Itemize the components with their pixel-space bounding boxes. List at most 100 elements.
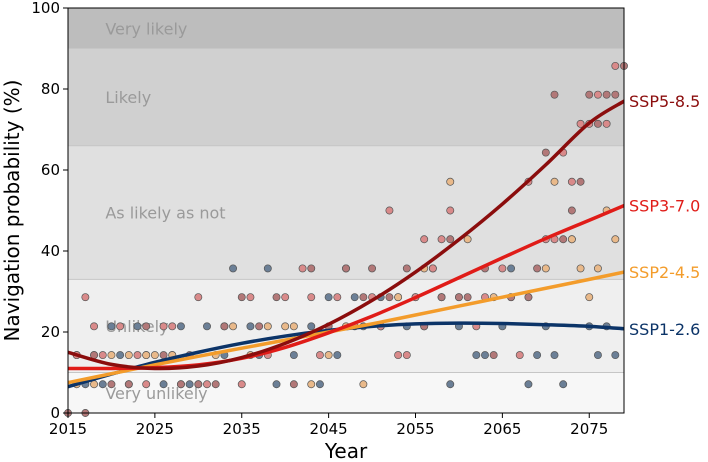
point-ssp3-7-0 xyxy=(203,380,211,389)
point-ssp3-7-0 xyxy=(602,119,611,128)
y-tick-label-0: 0 xyxy=(50,404,60,422)
point-ssp5-8-5 xyxy=(220,322,229,331)
point-ssp2-4-5 xyxy=(281,322,290,331)
point-ssp1-2-6 xyxy=(272,380,281,389)
x-tick-label-2055: 2055 xyxy=(396,420,434,438)
point-ssp1-2-6 xyxy=(611,351,620,360)
point-ssp1-2-6 xyxy=(107,322,116,331)
point-ssp1-2-6 xyxy=(176,322,185,331)
point-ssp3-7-0 xyxy=(593,90,602,99)
point-ssp2-4-5 xyxy=(550,177,559,186)
point-ssp5-8-5 xyxy=(272,293,281,302)
curve-ssp2-4-5 xyxy=(68,270,624,385)
y-tick-label-60: 60 xyxy=(41,161,60,179)
x-axis-label: Year xyxy=(324,439,368,462)
point-ssp5-8-5 xyxy=(342,264,350,273)
point-ssp2-4-5 xyxy=(585,293,594,302)
point-ssp3-7-0 xyxy=(281,293,290,302)
curve-ssp5-8-5 xyxy=(68,99,624,371)
point-ssp3-7-0 xyxy=(133,351,142,360)
point-ssp3-7-0 xyxy=(194,293,203,302)
point-ssp1-2-6 xyxy=(159,380,168,389)
x-tick-label-2015: 2015 xyxy=(49,420,87,438)
point-ssp2-4-5 xyxy=(541,264,550,273)
point-ssp2-4-5 xyxy=(307,380,316,389)
point-ssp5-8-5 xyxy=(576,177,585,186)
point-ssp5-8-5 xyxy=(176,380,185,389)
x-tick-label-2045: 2045 xyxy=(310,420,348,438)
point-ssp1-2-6 xyxy=(229,264,238,273)
point-ssp3-7-0 xyxy=(237,380,246,389)
point-ssp2-4-5 xyxy=(593,264,602,273)
point-ssp3-7-0 xyxy=(567,177,576,186)
point-ssp3-7-0 xyxy=(498,264,507,273)
point-ssp3-7-0 xyxy=(298,264,307,273)
point-ssp2-4-5 xyxy=(463,235,472,244)
point-ssp5-8-5 xyxy=(463,293,472,302)
point-ssp3-7-0 xyxy=(437,235,446,244)
point-ssp1-2-6 xyxy=(116,351,125,360)
point-ssp1-2-6 xyxy=(246,322,255,331)
point-ssp3-7-0 xyxy=(116,322,125,331)
point-ssp3-7-0 xyxy=(446,206,455,215)
point-ssp1-2-6 xyxy=(472,351,481,360)
point-ssp3-7-0 xyxy=(168,322,177,331)
series-label-ssp5-8-5: SSP5-8.5 xyxy=(629,92,700,111)
point-ssp2-4-5 xyxy=(576,264,585,273)
point-ssp5-8-5 xyxy=(446,235,455,244)
point-ssp5-8-5 xyxy=(454,293,463,302)
point-ssp1-2-6 xyxy=(324,293,333,302)
band-label-very-unlikely: Very unlikely xyxy=(105,384,207,403)
point-ssp1-2-6 xyxy=(203,322,211,331)
point-ssp5-8-5 xyxy=(124,380,133,389)
point-ssp1-2-6 xyxy=(481,351,489,360)
point-ssp3-7-0 xyxy=(420,235,429,244)
point-ssp1-2-6 xyxy=(185,380,194,389)
point-ssp2-4-5 xyxy=(150,351,159,360)
point-ssp1-2-6 xyxy=(446,380,455,389)
point-ssp2-4-5 xyxy=(567,235,576,244)
point-ssp3-7-0 xyxy=(246,293,255,302)
point-ssp1-2-6 xyxy=(507,264,516,273)
y-tick-label-100: 100 xyxy=(31,0,60,17)
point-ssp1-2-6 xyxy=(550,351,559,360)
x-tick-label-2065: 2065 xyxy=(483,420,521,438)
point-ssp2-4-5 xyxy=(107,351,116,360)
point-ssp2-4-5 xyxy=(324,351,333,360)
point-ssp5-8-5 xyxy=(307,264,316,273)
point-ssp3-7-0 xyxy=(333,293,342,302)
band-very-likely xyxy=(68,8,624,49)
point-ssp5-8-5 xyxy=(255,322,264,331)
band-very-unlikely xyxy=(68,372,624,413)
y-axis-label: Navigation probability (%) xyxy=(0,80,24,342)
series-label-ssp1-2-6: SSP1-2.6 xyxy=(629,320,700,339)
point-ssp5-8-5 xyxy=(524,293,533,302)
point-ssp1-2-6 xyxy=(307,322,316,331)
point-ssp5-8-5 xyxy=(550,90,559,99)
point-ssp3-7-0 xyxy=(90,322,99,331)
point-ssp5-8-5 xyxy=(402,264,411,273)
point-ssp3-7-0 xyxy=(385,206,394,215)
point-ssp5-8-5 xyxy=(237,293,246,302)
point-ssp2-4-5 xyxy=(359,380,368,389)
point-ssp1-2-6 xyxy=(333,351,342,360)
point-ssp2-4-5 xyxy=(124,351,133,360)
point-ssp5-8-5 xyxy=(107,380,116,389)
point-ssp2-4-5 xyxy=(263,322,272,331)
y-tick-label-80: 80 xyxy=(41,80,60,98)
band-as-likely-as-not xyxy=(68,145,624,280)
point-ssp1-2-6 xyxy=(533,351,542,360)
point-ssp3-7-0 xyxy=(394,351,403,360)
y-tick-label-40: 40 xyxy=(41,242,60,260)
series-label-ssp3-7-0: SSP3-7.0 xyxy=(629,197,700,216)
point-ssp1-2-6 xyxy=(524,380,533,389)
series-labels: SSP1-2.6 SSP2-4.5 SSP3-7.0 SSP5-8.5 xyxy=(629,92,700,339)
point-ssp1-2-6 xyxy=(263,264,272,273)
point-ssp5-8-5 xyxy=(593,119,602,128)
point-ssp5-8-5 xyxy=(602,90,611,99)
point-ssp3-7-0 xyxy=(159,322,168,331)
point-ssp2-4-5 xyxy=(394,293,403,302)
point-ssp5-8-5 xyxy=(368,264,377,273)
point-ssp3-7-0 xyxy=(81,293,90,302)
